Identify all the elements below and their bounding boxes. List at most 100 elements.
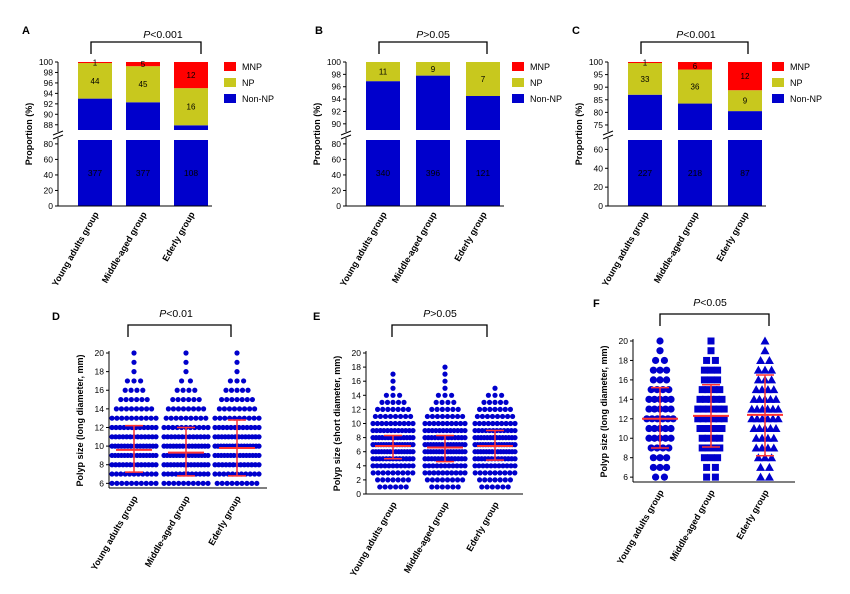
data-point: [477, 406, 483, 412]
data-point: [652, 473, 660, 481]
data-point: [186, 387, 192, 393]
y-tick-label: 18: [95, 367, 105, 377]
data-point: [128, 406, 135, 412]
data-point: [200, 480, 206, 486]
y-tick-label: 60: [44, 154, 54, 164]
data-point-triangle: [760, 453, 770, 462]
data-point: [405, 406, 411, 412]
data-point: [216, 424, 222, 431]
bar-label: 36: [691, 83, 700, 92]
data-point: [219, 462, 225, 468]
data-point: [434, 484, 440, 490]
data-point: [382, 484, 388, 490]
y-tick-label: 14: [352, 390, 362, 400]
data-point: [165, 406, 171, 412]
data-point: [435, 470, 441, 476]
data-point-square: [711, 473, 719, 481]
data-point: [395, 399, 402, 405]
data-point: [131, 378, 137, 384]
y-tick-label: 2: [356, 475, 361, 485]
data-point: [401, 399, 407, 405]
data-point: [509, 413, 516, 420]
data-point: [382, 463, 388, 469]
bar-label: 9: [431, 65, 436, 74]
data-point: [440, 470, 446, 476]
y-tick-label: 20: [352, 348, 362, 358]
data-point: [131, 359, 137, 365]
data-point: [444, 420, 450, 427]
data-point: [512, 456, 518, 462]
panel-A: A 377 44 1 Young adults group 377 45 5 Middle-ag…: [22, 25, 274, 288]
category-label: Young adults group: [338, 210, 389, 288]
data-point: [134, 387, 140, 393]
bar-label: 33: [641, 75, 650, 84]
data-point: [429, 427, 435, 434]
data-point: [380, 406, 386, 412]
data-point: [170, 396, 176, 403]
data-point: [402, 463, 408, 469]
data-point-square: [716, 434, 724, 442]
data-point: [482, 477, 488, 483]
data-point: [455, 484, 461, 490]
data-point: [219, 480, 225, 486]
data-point: [485, 392, 491, 398]
legend-label: MNP: [530, 62, 550, 72]
data-point: [449, 392, 455, 398]
data-point-triangle: [769, 385, 779, 394]
data-point-square: [698, 434, 706, 442]
data-point: [135, 462, 141, 468]
data-point: [161, 471, 167, 477]
panel-letter: A: [22, 25, 30, 37]
p-value: P<0.001: [143, 29, 183, 41]
y-tick-label: 16: [352, 376, 362, 386]
data-point: [424, 413, 430, 420]
data-point: [433, 399, 439, 405]
data-point: [375, 406, 381, 412]
y-tick-label: 80: [44, 139, 54, 149]
data-point: [439, 399, 445, 405]
data-point: [138, 415, 144, 421]
data-point: [434, 413, 441, 420]
axis-break: [52, 130, 64, 136]
data-point: [192, 387, 198, 393]
y-tick-label: 12: [95, 422, 105, 432]
data-point-triangle: [769, 433, 779, 442]
data-point: [455, 427, 461, 434]
category-label: Middle-aged group: [143, 494, 192, 569]
data-point: [127, 462, 133, 468]
data-point: [392, 413, 399, 420]
legend-label: MNP: [790, 62, 810, 72]
data-point: [400, 470, 406, 476]
data-point: [187, 378, 193, 384]
data-point: [383, 420, 389, 427]
data-point: [392, 420, 398, 427]
data-point-triangle: [773, 404, 783, 413]
data-point: [221, 406, 228, 412]
data-point: [410, 420, 416, 427]
bar-MNP-2: [174, 62, 208, 89]
data-point-square: [714, 366, 722, 374]
data-point: [410, 442, 416, 448]
data-point: [124, 462, 130, 468]
data-point: [398, 463, 404, 469]
y-tick-label: 20: [594, 182, 604, 192]
data-point: [660, 473, 669, 481]
data-point-triangle: [753, 375, 763, 384]
data-point: [512, 470, 518, 476]
data-point: [502, 470, 508, 476]
data-point: [656, 366, 664, 374]
data-point: [497, 399, 504, 405]
data-point-square: [704, 434, 712, 442]
data-point-square: [702, 425, 709, 433]
legend-label: Non-NP: [242, 94, 274, 104]
data-point: [442, 378, 448, 384]
data-point: [224, 424, 230, 431]
data-point: [247, 471, 253, 477]
data-point: [656, 347, 664, 355]
data-point-square: [707, 337, 715, 345]
data-point: [488, 463, 494, 469]
data-point: [450, 484, 456, 490]
data-point: [656, 454, 664, 462]
category-label: Middle-aged group: [100, 210, 149, 285]
data-point: [656, 463, 664, 472]
